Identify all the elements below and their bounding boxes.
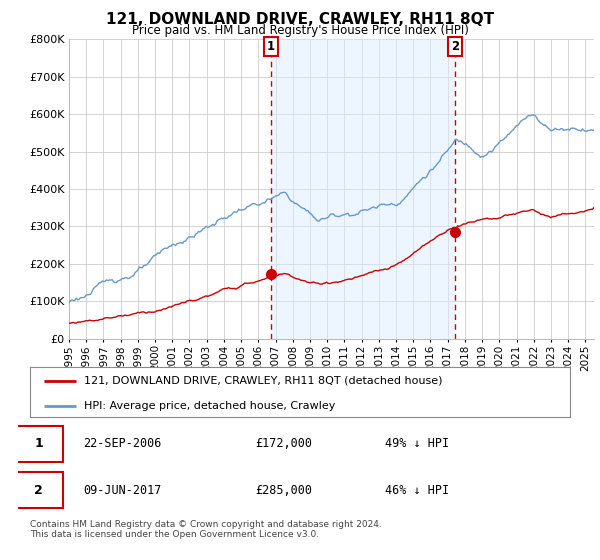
Text: 09-JUN-2017: 09-JUN-2017 (83, 484, 161, 497)
FancyBboxPatch shape (15, 472, 63, 508)
Text: 49% ↓ HPI: 49% ↓ HPI (385, 437, 449, 450)
Text: 121, DOWNLAND DRIVE, CRAWLEY, RH11 8QT (detached house): 121, DOWNLAND DRIVE, CRAWLEY, RH11 8QT (… (84, 376, 443, 386)
Text: HPI: Average price, detached house, Crawley: HPI: Average price, detached house, Craw… (84, 401, 335, 411)
FancyBboxPatch shape (15, 426, 63, 462)
Bar (271, 39, 455, 339)
Text: Price paid vs. HM Land Registry's House Price Index (HPI): Price paid vs. HM Land Registry's House … (131, 24, 469, 37)
Text: £172,000: £172,000 (255, 437, 312, 450)
Text: 46% ↓ HPI: 46% ↓ HPI (385, 484, 449, 497)
Text: 1: 1 (267, 40, 275, 53)
Text: £285,000: £285,000 (255, 484, 312, 497)
Text: 121, DOWNLAND DRIVE, CRAWLEY, RH11 8QT: 121, DOWNLAND DRIVE, CRAWLEY, RH11 8QT (106, 12, 494, 27)
Text: Contains HM Land Registry data © Crown copyright and database right 2024.
This d: Contains HM Land Registry data © Crown c… (30, 520, 382, 539)
Text: 2: 2 (451, 40, 460, 53)
Text: 2: 2 (34, 484, 43, 497)
Text: 1: 1 (34, 437, 43, 450)
Text: 22-SEP-2006: 22-SEP-2006 (83, 437, 161, 450)
